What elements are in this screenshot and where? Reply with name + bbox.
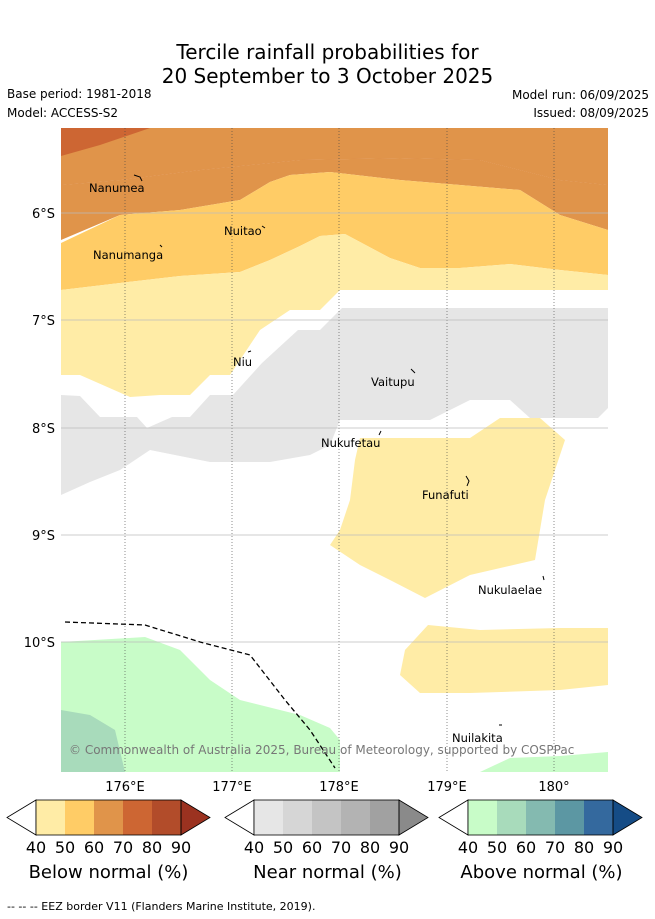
above-colorbar-segment — [584, 800, 613, 835]
island-niu — [247, 350, 252, 353]
near-colorbar-tick-label: 50 — [273, 838, 293, 857]
below-colorbar-tick-label: 80 — [142, 838, 162, 857]
below-colorbar-tick-label: 40 — [26, 838, 46, 857]
above-colorbar-tick-label: 90 — [603, 838, 623, 857]
near-colorbar-tick-label: 80 — [360, 838, 380, 857]
near-normal-region — [61, 308, 608, 495]
near-colorbar-over-triangle — [398, 799, 429, 836]
colorbar-above-normal: 40 50 60 70 80 90 — [438, 799, 643, 857]
below-40-region — [61, 234, 608, 397]
issued-date: Issued: 08/09/2025 — [533, 106, 649, 120]
above-colorbar-under-triangle — [438, 799, 469, 836]
place-label-funafuti: Funafuti — [422, 488, 469, 502]
above-colorbar-segment — [468, 800, 497, 835]
place-label-nanumanga: Nanumanga — [93, 248, 163, 262]
base-period: Base period: 1981-2018 — [7, 87, 152, 101]
place-label-nuitao: Nuitao — [224, 224, 262, 238]
lat-label-10s: 10°S — [24, 636, 55, 651]
place-label-nuilakita: Nuilakita — [452, 731, 503, 745]
lat-label-9s: 9°S — [32, 529, 55, 544]
near-colorbar-tick-label: 90 — [389, 838, 409, 857]
near-colorbar-segment — [312, 800, 341, 835]
island-nuitao — [261, 225, 266, 229]
place-label-vaitupu: Vaitupu — [371, 375, 415, 389]
island-nanumanga — [159, 244, 163, 248]
island-nukufetau — [378, 430, 382, 436]
above-colorbar-tick-label: 70 — [545, 838, 565, 857]
eez-border — [64, 621, 336, 769]
below-40-region-central — [330, 418, 565, 598]
above-50-region — [61, 710, 125, 772]
above-40-region — [61, 637, 340, 772]
near-normal-label: Near normal (%) — [253, 862, 402, 883]
map-title: Tercile rainfall probabilities for 20 Se… — [0, 40, 655, 88]
below-50-region — [61, 172, 608, 290]
place-label-nanumea: Nanumea — [89, 181, 145, 195]
above-colorbar-over-triangle — [612, 799, 643, 836]
below-colorbar-tick-label: 60 — [84, 838, 104, 857]
title-line-2: 20 September to 3 October 2025 — [161, 64, 494, 88]
near-colorbar-segment — [370, 800, 399, 835]
island-funafuti — [465, 475, 470, 487]
island-nukulaelae — [542, 575, 545, 581]
map-area: Nanumea Nuitao Nanumanga Niu Vaitupu Nuk… — [61, 128, 608, 772]
above-colorbar-segment — [555, 800, 584, 835]
island-vaitupu — [410, 368, 416, 374]
above-normal-label: Above normal (%) — [460, 862, 623, 883]
colorbar-below-normal: 40 50 60 70 80 90 — [6, 799, 211, 857]
below-colorbar-segment — [36, 800, 65, 835]
lon-label-179e: 179°E — [427, 780, 467, 795]
near-colorbar-outline — [253, 799, 400, 836]
near-colorbar-segment — [341, 800, 370, 835]
model-name: Model: ACCESS-S2 — [7, 106, 119, 120]
above-colorbar-segment — [526, 800, 555, 835]
lat-label-6s: 6°S — [32, 207, 55, 222]
lon-label-178e: 178°E — [319, 780, 359, 795]
lon-label-177e: 177°E — [212, 780, 252, 795]
below-colorbar-tick-label: 90 — [171, 838, 191, 857]
above-colorbar-tick-label: 60 — [516, 838, 536, 857]
islands — [133, 174, 545, 726]
place-label-niu: Niu — [233, 355, 252, 369]
island-nanumea — [133, 174, 143, 182]
below-colorbar-under-triangle — [6, 799, 37, 836]
lon-label-176e: 176°E — [105, 780, 145, 795]
title-line-1: Tercile rainfall probabilities for — [176, 40, 479, 64]
below-colorbar-over-triangle — [180, 799, 211, 836]
above-40-region-east — [480, 752, 608, 772]
place-label-nukufetau: Nukufetau — [321, 436, 380, 450]
colorbar-near-normal: 40 50 60 70 80 90 — [224, 799, 429, 857]
near-colorbar-under-triangle — [224, 799, 255, 836]
above-colorbar-tick-label: 50 — [487, 838, 507, 857]
near-colorbar-tick-label: 60 — [302, 838, 322, 857]
above-colorbar-tick-label: 80 — [574, 838, 594, 857]
above-colorbar-tick-label: 40 — [458, 838, 478, 857]
below-40-region-south — [400, 625, 608, 693]
below-colorbar-tick-label: 70 — [113, 838, 133, 857]
lat-label-8s: 8°S — [32, 422, 55, 437]
above-colorbar-outline — [467, 799, 614, 836]
place-label-nukulaelae: Nukulaelae — [478, 583, 542, 597]
lon-label-180: 180° — [538, 780, 569, 795]
below-colorbar-outline — [35, 799, 182, 836]
near-colorbar-segment — [283, 800, 312, 835]
model-run: Model run: 06/09/2025 — [511, 88, 649, 102]
copyright-notice: © Commonwealth of Australia 2025, Bureau… — [69, 743, 574, 757]
below-colorbar-segment — [65, 800, 94, 835]
lat-label-7s: 7°S — [32, 314, 55, 329]
below-colorbar-segment — [123, 800, 152, 835]
below-normal-label: Below normal (%) — [28, 862, 189, 883]
below-60-region — [61, 128, 608, 185]
below-60-region-2 — [61, 158, 608, 240]
below-colorbar-segment — [152, 800, 181, 835]
near-colorbar-segment — [254, 800, 283, 835]
near-colorbar-tick-label: 40 — [244, 838, 264, 857]
eez-footnote: -- -- -- EEZ border V11 (Flanders Marine… — [7, 900, 316, 913]
below-colorbar-segment — [94, 800, 123, 835]
below-colorbar-tick-label: 50 — [55, 838, 75, 857]
above-colorbar-segment — [497, 800, 526, 835]
near-colorbar-tick-label: 70 — [331, 838, 351, 857]
graticule — [124, 128, 555, 772]
